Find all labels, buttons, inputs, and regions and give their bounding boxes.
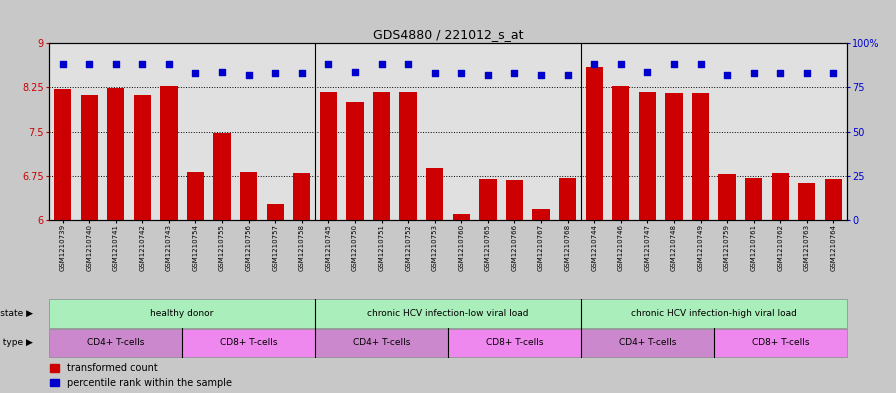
Bar [293,173,310,220]
Text: CD8+ T-cells: CD8+ T-cells [486,338,543,347]
Text: CD8+ T-cells: CD8+ T-cells [752,338,809,347]
Bar [692,93,709,220]
Point [268,70,282,76]
Point [800,70,814,76]
Text: healthy donor: healthy donor [151,309,214,318]
Point [135,61,150,68]
Point [667,61,681,68]
Bar [373,92,390,220]
Bar [400,92,417,220]
Text: cell type ▶: cell type ▶ [0,338,33,347]
Bar [771,173,788,220]
Text: CD8+ T-cells: CD8+ T-cells [220,338,278,347]
Point [215,68,229,75]
Bar [134,94,151,220]
Bar [213,134,230,220]
Bar [81,95,98,220]
Point [641,68,655,75]
Point [56,61,70,68]
Text: disease state ▶: disease state ▶ [0,309,33,318]
Text: CD4+ T-cells: CD4+ T-cells [353,338,410,347]
Bar [315,299,581,328]
Bar [54,89,71,220]
Bar [182,329,315,357]
Point [242,72,256,78]
Point [454,70,469,76]
Point [773,70,788,76]
Bar [347,102,364,220]
Text: chronic HCV infection-high viral load: chronic HCV infection-high viral load [631,309,797,318]
Point [561,72,575,78]
Bar [448,329,581,357]
Point [108,61,123,68]
Bar [586,68,603,220]
Bar [315,329,448,357]
Bar [267,204,284,220]
Text: chronic HCV infection-low viral load: chronic HCV infection-low viral load [367,309,529,318]
Bar [714,329,847,357]
Point [322,61,336,68]
Legend: transformed count, percentile rank within the sample: transformed count, percentile rank withi… [49,363,232,388]
Bar [49,329,182,357]
Point [614,61,628,68]
Point [481,72,495,78]
Text: CD4+ T-cells: CD4+ T-cells [87,338,144,347]
Point [375,61,389,68]
Text: CD4+ T-cells: CD4+ T-cells [618,338,676,347]
Bar [187,172,204,220]
Bar [240,172,257,220]
Point [401,61,416,68]
Point [188,70,202,76]
Bar [160,86,177,220]
Point [534,72,548,78]
Bar [581,299,847,328]
Bar [825,179,842,220]
Point [694,61,708,68]
Bar [719,174,736,220]
Bar [479,179,496,220]
Bar [320,92,337,220]
Bar [639,92,656,220]
Point [587,61,601,68]
Title: GDS4880 / 221012_s_at: GDS4880 / 221012_s_at [373,28,523,40]
Point [746,70,761,76]
Point [427,70,442,76]
Point [826,70,840,76]
Bar [798,183,815,220]
Point [348,68,362,75]
Bar [559,178,576,220]
Bar [108,88,125,220]
Point [162,61,177,68]
Bar [532,209,549,220]
Bar [581,329,714,357]
Point [720,72,735,78]
Point [82,61,97,68]
Bar [612,86,629,220]
Bar [452,214,470,220]
Point [507,70,521,76]
Bar [506,180,523,220]
Bar [49,299,315,328]
Point [295,70,309,76]
Bar [666,93,683,220]
Bar [745,178,762,220]
Bar [426,168,444,220]
